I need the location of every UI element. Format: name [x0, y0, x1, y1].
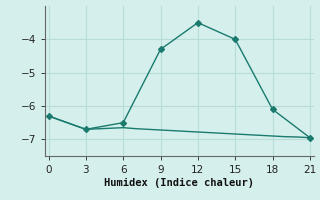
- X-axis label: Humidex (Indice chaleur): Humidex (Indice chaleur): [104, 178, 254, 188]
